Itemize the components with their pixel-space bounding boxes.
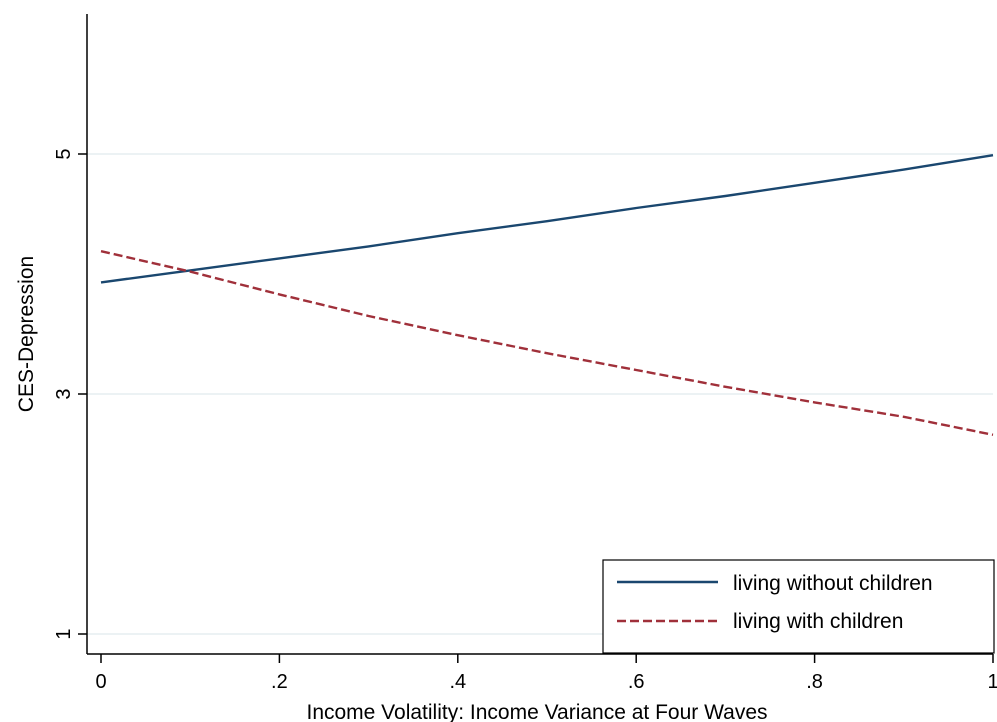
x-tick-label: .2	[271, 671, 288, 693]
x-tick-label: .8	[806, 671, 823, 693]
legend-label-without-children: living without children	[733, 572, 933, 595]
x-axis-ticks: 0 .2 .4 .6 .8 1	[95, 654, 997, 693]
y-tick-label: 3	[53, 388, 75, 399]
y-axis-title: CES-Depression	[15, 256, 38, 412]
x-axis-title: Income Volatility: Income Variance at Fo…	[306, 701, 767, 722]
x-tick-label: 0	[95, 671, 106, 693]
x-tick-label: 1	[987, 671, 997, 693]
legend-label-with-children: living with children	[733, 610, 903, 633]
legend: living without children living with chil…	[602, 559, 995, 654]
x-tick-label: .4	[449, 671, 466, 693]
x-tick-label: .6	[628, 671, 645, 693]
y-tick-label: 1	[53, 628, 75, 639]
y-axis-ticks: 1 3 5	[53, 148, 87, 640]
series-line-with-children	[100, 250, 994, 436]
series-lines	[100, 154, 994, 436]
legend-box	[602, 559, 995, 654]
series-line-without-children	[100, 154, 994, 284]
y-tick-label: 5	[53, 148, 75, 159]
